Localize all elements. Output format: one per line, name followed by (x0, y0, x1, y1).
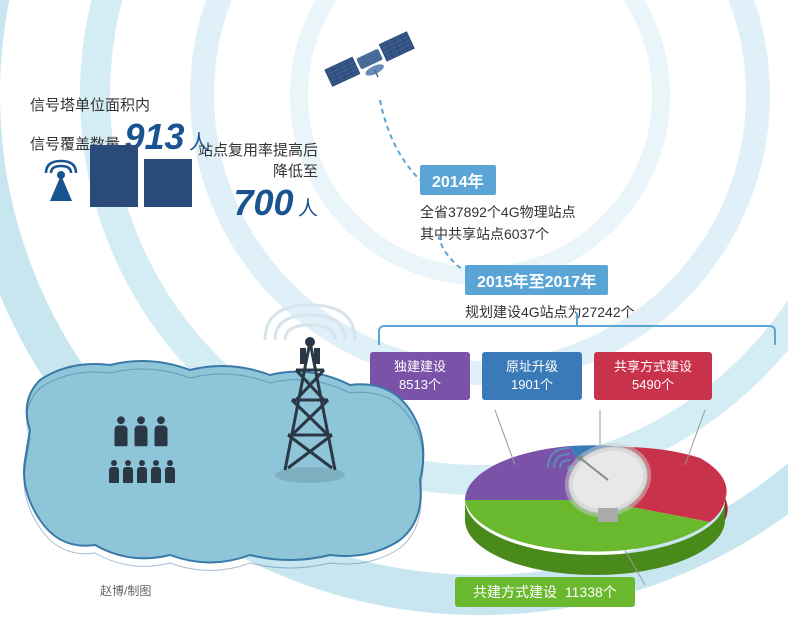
year-2014-tag: 2014年 (420, 165, 496, 195)
cat-joint-build: 共建方式建设 11338个 (455, 577, 635, 607)
people-icons-2 (108, 460, 198, 484)
satellite-dish-icon (540, 430, 660, 535)
stat2-label1: 站点复用率提高后 (198, 140, 318, 161)
cat2-count: 1901个 (492, 376, 572, 394)
people-icons (115, 420, 205, 444)
cat2-name: 原址升级 (492, 358, 572, 376)
cell-tower-icon (240, 290, 380, 495)
signal-tower-icon (40, 155, 82, 210)
stat-reduced: 站点复用率提高后 降低至 700 人 (198, 140, 318, 224)
province-map (10, 330, 450, 595)
green-name: 共建方式建设 (473, 584, 557, 600)
year-2014-line1: 全省37892个4G物理站点 (420, 201, 576, 223)
satellite-icon (310, 15, 430, 110)
stat2-value: 700 (233, 182, 293, 223)
year-2015-tag: 2015年至2017年 (465, 265, 608, 295)
cat3-count: 5490个 (604, 376, 702, 394)
stat1-label1: 信号塔单位面积内 (30, 95, 209, 116)
credit-text: 赵博/制图 (100, 582, 151, 599)
year-2014-block: 2014年 全省37892个4G物理站点 其中共享站点6037个 (420, 165, 576, 246)
year-2015-line1: 规划建设4G站点为27242个 (465, 301, 635, 323)
bar-after (144, 159, 192, 207)
cat-upgrade: 原址升级 1901个 (482, 352, 582, 400)
green-count: 11338个 (565, 584, 617, 600)
bar-before (90, 145, 138, 207)
stat2-unit: 人 (298, 198, 318, 220)
comparison-bars (90, 145, 192, 207)
year-2015-block: 2015年至2017年 规划建设4G站点为27242个 (465, 265, 635, 323)
bracket-stem (576, 313, 578, 327)
stat2-label2: 降低至 (198, 161, 318, 182)
cat3-name: 共享方式建设 (604, 358, 702, 376)
cat-share: 共享方式建设 5490个 (594, 352, 712, 400)
